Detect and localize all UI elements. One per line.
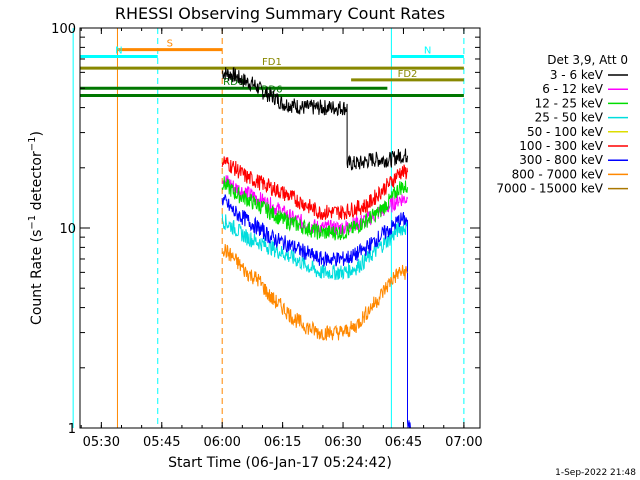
series-line-7 bbox=[221, 243, 408, 341]
event-label-n: N bbox=[424, 46, 431, 57]
y-tick-label-2: 100 bbox=[51, 22, 76, 37]
x-axis-ticks: 05:30 05:45 06:00 06:15 06:30 06:45 07:00 bbox=[80, 28, 483, 450]
legend-label-5: 100 - 300 keV bbox=[519, 139, 603, 153]
y-tick-label-1: 10 bbox=[59, 222, 76, 237]
legend-label-8: 7000 - 15000 keV bbox=[496, 182, 603, 196]
x-tick-label-4: 06:30 bbox=[324, 435, 361, 450]
event-label-rd0: RD0 bbox=[223, 77, 244, 88]
event-label-fd1: FD1 bbox=[262, 57, 282, 68]
x-axis-label: Start Time (06-Jan-17 05:24:42) bbox=[168, 455, 392, 471]
event-label-s: S bbox=[167, 39, 173, 50]
y-axis-label: Count Rate (s−1 detector−1) bbox=[27, 131, 45, 325]
x-tick-label-3: 06:15 bbox=[264, 435, 301, 450]
legend-label-6: 300 - 800 keV bbox=[519, 153, 603, 167]
x-tick-label-2: 06:00 bbox=[203, 435, 240, 450]
x-tick-label-1: 05:45 bbox=[143, 435, 180, 450]
plot-area: S N N FD1 FD2 RD0 RD6 bbox=[72, 28, 465, 429]
y-tick-label-0: 1 bbox=[68, 422, 76, 437]
legend-label-0: 3 - 6 keV bbox=[550, 68, 604, 82]
series-line-0 bbox=[221, 66, 408, 171]
legend-label-4: 50 - 100 keV bbox=[527, 125, 604, 139]
x-tick-label-6: 07:00 bbox=[445, 435, 482, 450]
legend-label-7: 800 - 7000 keV bbox=[512, 167, 604, 181]
legend-label-1: 6 - 12 keV bbox=[542, 82, 604, 96]
series-line-5 bbox=[221, 156, 408, 221]
legend-label-3: 25 - 50 keV bbox=[535, 111, 604, 125]
event-label-fd2: FD2 bbox=[398, 69, 418, 80]
event-label-n: N bbox=[115, 46, 122, 57]
event-label-rd6: RD6 bbox=[261, 84, 282, 95]
footer-timestamp: 1-Sep-2022 21:48 bbox=[555, 468, 636, 478]
legend-label-2: 12 - 25 keV bbox=[535, 96, 604, 110]
series-line-2 bbox=[221, 176, 408, 241]
y-axis-ticks: 1 10 100 bbox=[51, 22, 480, 437]
legend-header: Det 3,9, Att 0 bbox=[547, 53, 628, 67]
chart-title: RHESSI Observing Summary Count Rates bbox=[115, 4, 445, 23]
series-line-6 bbox=[221, 194, 412, 429]
x-tick-label-5: 06:45 bbox=[385, 435, 422, 450]
x-tick-label-0: 05:30 bbox=[83, 435, 120, 450]
